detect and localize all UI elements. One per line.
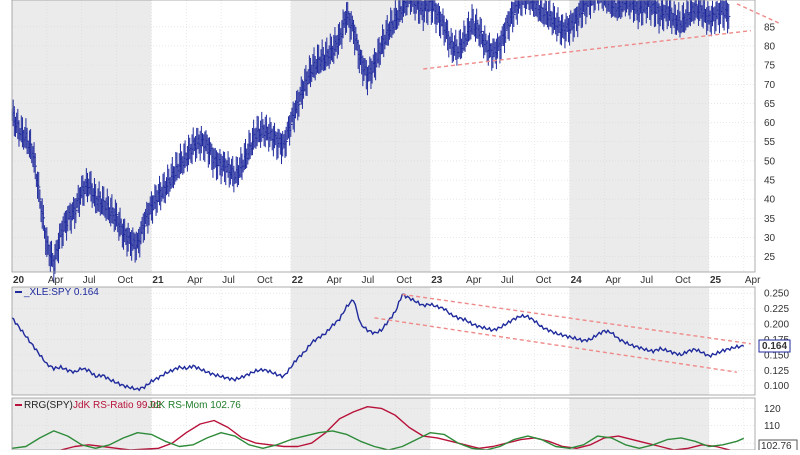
x-tick-label: 25 xyxy=(710,275,722,286)
x-tick-label: Oct xyxy=(675,275,691,286)
x-tick-label: Jul xyxy=(361,275,374,286)
x-tick-label: Apr xyxy=(187,275,203,286)
y-tick-label: 50 xyxy=(764,156,776,167)
y-tick-label: 120 xyxy=(764,404,781,415)
x-tick-label: 22 xyxy=(292,275,304,286)
rrg-last-value-text: 102.76 xyxy=(761,441,792,450)
x-tick-label: 20 xyxy=(13,275,25,286)
y-tick-label: 40 xyxy=(764,195,776,206)
y-tick-label: 0.100 xyxy=(764,381,789,392)
series-line-rs-ratio xyxy=(60,406,731,451)
x-tick-label: Oct xyxy=(396,275,412,286)
x-tick-label: Apr xyxy=(327,275,343,286)
x-tick-label: Jul xyxy=(222,275,235,286)
panel-frame xyxy=(11,0,756,273)
y-tick-label: 0.125 xyxy=(764,366,789,377)
rel-legend-title: _XLE:SPY 0.164 xyxy=(23,287,99,298)
y-tick-label: 0.150 xyxy=(764,350,789,361)
x-tick-label: 24 xyxy=(571,275,583,286)
y-tick-label: 0.250 xyxy=(764,289,789,300)
rel-last-value-text: 0.164 xyxy=(762,341,787,352)
year-shade-band xyxy=(569,398,709,450)
x-tick-label: Jul xyxy=(83,275,96,286)
annotation-layer xyxy=(374,3,779,373)
series-layer xyxy=(11,0,745,451)
y-tick-label: 70 xyxy=(764,80,776,91)
x-tick-label: Oct xyxy=(257,275,273,286)
y-tick-label: 35 xyxy=(764,214,776,225)
y-tick-label: 85 xyxy=(764,22,776,33)
y-tick-label: 30 xyxy=(764,233,776,244)
series-line-xle-spy xyxy=(11,293,745,392)
rrg-legend-mom: JdK RS-Mom 102.76 xyxy=(148,400,241,411)
x-tick-label: Oct xyxy=(536,275,552,286)
series-line-rs-momentum xyxy=(11,430,745,451)
x-tick-label: 23 xyxy=(431,275,443,286)
y-tick-label: 65 xyxy=(764,99,776,110)
trendline xyxy=(736,3,779,24)
y-tick-label: 80 xyxy=(764,41,776,52)
x-tick-label: Jul xyxy=(640,275,653,286)
axes-layer: 25 30 35 40 45 50 55 60 65 70 75 80 85 0.100 0.125 0.15… xyxy=(11,0,789,451)
year-shade-band xyxy=(290,398,431,450)
rrg-last-value: 102.76 xyxy=(758,439,798,453)
y-tick-label: 45 xyxy=(764,176,776,187)
y-tick-label: 60 xyxy=(764,118,776,129)
x-tick-label: Jul xyxy=(501,275,514,286)
trendline xyxy=(374,317,737,373)
rel-legend: _XLE:SPY 0.164 xyxy=(15,287,99,298)
rel-last-value-box xyxy=(758,339,791,353)
rrg-legend: RRG(SPY) JdK RS-Ratio 99.02 JdK RS-Mom 1… xyxy=(15,400,241,411)
y-tick-label: 110 xyxy=(764,421,780,432)
y-tick-label: 0.225 xyxy=(764,304,789,315)
rel-last-value: 0.164 xyxy=(758,339,791,353)
x-tick-label: 21 xyxy=(152,275,164,286)
x-tick-label: Apr xyxy=(605,275,621,286)
rrg-legend-ratio: JdK RS-Ratio 99.02 xyxy=(73,400,162,411)
trendline xyxy=(423,29,751,70)
trendline xyxy=(402,293,751,345)
y-tick-label: 25 xyxy=(764,252,776,263)
y-tick-label: 55 xyxy=(764,137,776,148)
x-tick-label: Apr xyxy=(48,275,64,286)
panel-frame xyxy=(11,286,756,396)
x-tick-label: Oct xyxy=(118,275,134,286)
x-tick-label: Apr xyxy=(466,275,482,286)
x-tick-label: Apr xyxy=(745,275,761,286)
y-tick-label: 0.200 xyxy=(764,320,789,331)
y-tick-label: 75 xyxy=(764,61,776,72)
rrg-legend-title: RRG(SPY) xyxy=(24,400,73,411)
